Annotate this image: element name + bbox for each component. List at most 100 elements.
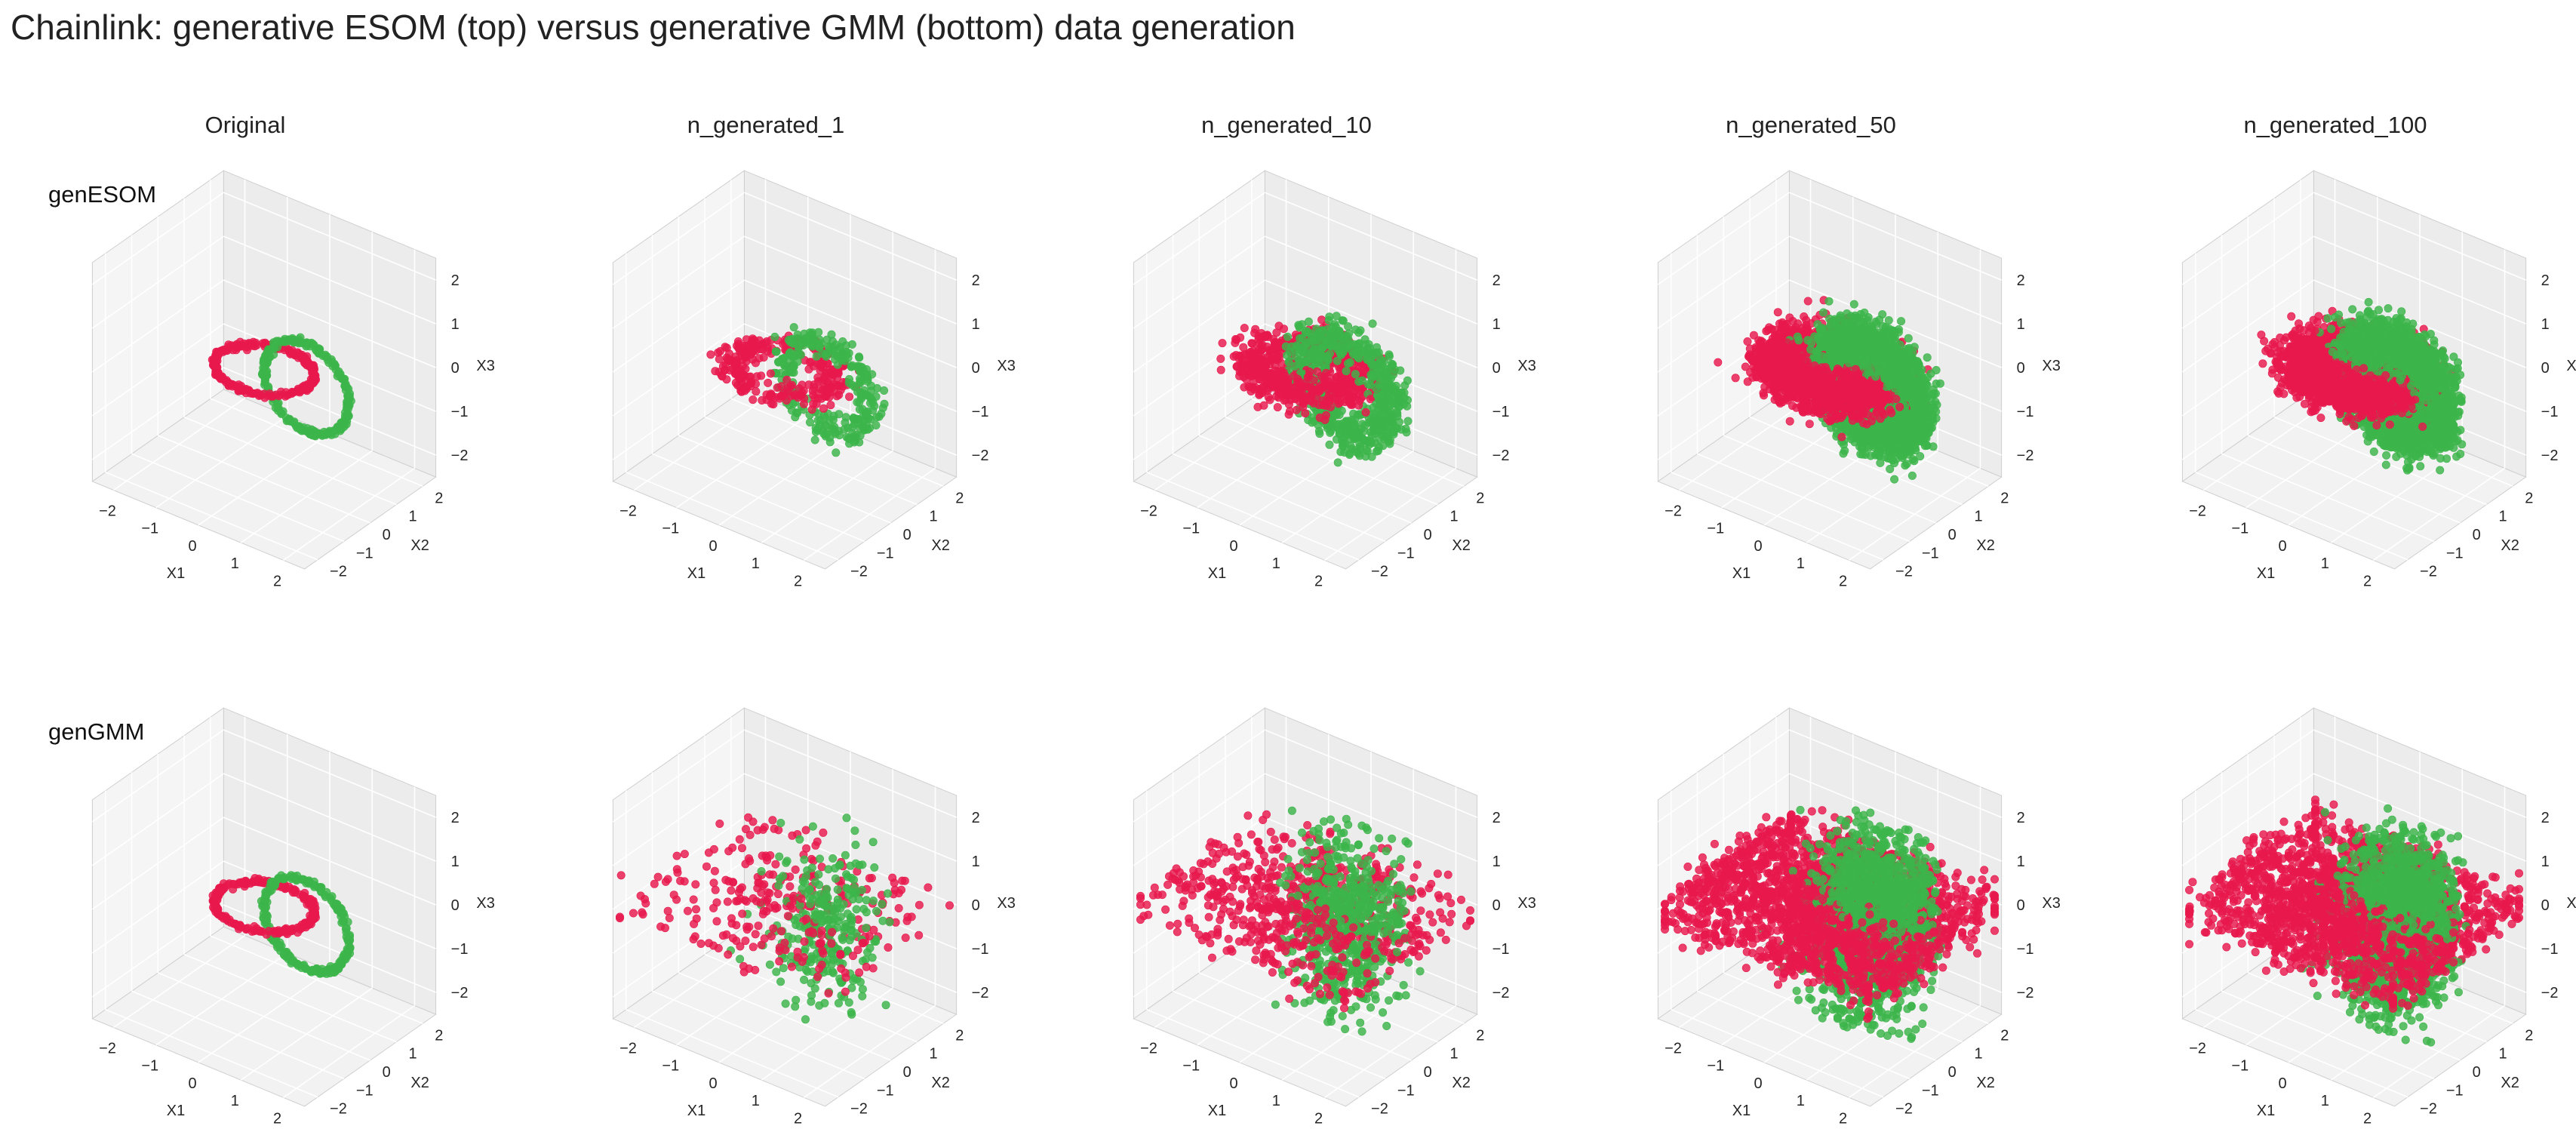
data-point-green — [323, 355, 332, 365]
grid-line — [1789, 192, 2002, 281]
data-point-red — [1323, 385, 1333, 394]
x-tick-label: 2 — [1314, 573, 1323, 589]
data-point-green — [814, 343, 823, 352]
data-point-red — [260, 393, 269, 402]
data-point-green — [1396, 395, 1405, 405]
data-point-green — [1366, 371, 1376, 380]
data-point-red — [274, 392, 283, 401]
data-point-green — [1356, 326, 1365, 335]
data-point-red — [1320, 415, 1329, 424]
data-point-green — [1379, 434, 1388, 443]
grid-line — [91, 279, 224, 373]
y-tick-label: 1 — [929, 509, 937, 525]
row-label-genesom: genESOM — [48, 180, 156, 210]
grid-line — [1265, 235, 1477, 325]
grid-line — [210, 398, 423, 488]
data-point-green — [859, 389, 868, 398]
y-tick-label: 1 — [408, 509, 417, 525]
x-axis-label: X1 — [1208, 565, 1226, 582]
z-tick-label: 1 — [451, 316, 460, 333]
data-point-green — [1794, 336, 1803, 345]
data-point-green — [813, 416, 822, 425]
data-point-red — [737, 351, 746, 360]
data-point-red — [1254, 369, 1263, 378]
x-tick-label: −2 — [1140, 503, 1157, 520]
z-axis-label: X3 — [476, 358, 494, 374]
data-point-red — [1361, 408, 1370, 417]
data-point-green — [1364, 340, 1373, 349]
data-point-red — [1778, 320, 1788, 329]
scatter-points — [706, 323, 889, 457]
column-title-n-generated-100: n_generated_100 — [2184, 110, 2486, 140]
data-point-green — [1374, 369, 1383, 378]
grid-line — [1789, 279, 2002, 368]
column-title-original: Original — [94, 110, 396, 140]
data-point-green — [805, 328, 814, 337]
data-point-green — [1827, 318, 1837, 328]
data-point-green — [1298, 334, 1307, 343]
data-point-green — [1345, 420, 1354, 429]
z-tick-label: 0 — [1492, 360, 1501, 377]
grid-line — [1723, 435, 1936, 524]
grid-line — [223, 235, 436, 325]
data-point-green — [872, 383, 881, 392]
data-point-green — [1297, 346, 1306, 355]
data-point-green — [819, 427, 828, 436]
data-point-green — [860, 371, 869, 380]
x-axis-label: X1 — [687, 565, 705, 582]
data-point-red — [1773, 308, 1782, 317]
data-point-green — [1284, 358, 1293, 367]
z-axis-label: X3 — [997, 358, 1015, 374]
data-point-red — [838, 382, 847, 391]
data-point-red — [1803, 297, 1812, 306]
grid-line — [761, 450, 893, 543]
data-point-red — [746, 382, 755, 391]
data-point-green — [1283, 332, 1292, 341]
grid-line — [1265, 192, 1477, 281]
data-point-green — [856, 377, 865, 386]
data-point-green — [1314, 328, 1323, 337]
z-tick-label: 2 — [972, 272, 980, 289]
data-point-red — [1216, 354, 1225, 363]
data-point-green — [858, 422, 867, 431]
data-point-green — [861, 408, 870, 417]
grid-line — [678, 435, 891, 524]
y-tick-label: −2 — [330, 564, 347, 580]
grid-line — [744, 192, 957, 281]
data-point-green — [260, 378, 269, 387]
data-point-green — [794, 346, 803, 355]
data-point-red — [287, 349, 296, 358]
data-point-green — [1329, 332, 1338, 341]
data-point-green — [1315, 429, 1324, 438]
y-tick-label: −2 — [1371, 564, 1388, 580]
data-point-red — [224, 380, 233, 389]
x-tick-label: −1 — [662, 521, 679, 537]
z-tick-label: −1 — [1492, 404, 1510, 420]
data-point-green — [1306, 335, 1315, 344]
grid-line — [223, 279, 436, 368]
data-point-red — [822, 390, 831, 399]
data-point-green — [1381, 377, 1390, 386]
data-point-green — [1389, 370, 1398, 379]
data-point-green — [847, 340, 856, 349]
data-point-green — [832, 448, 841, 457]
data-point-green — [830, 423, 839, 432]
data-point-red — [1326, 402, 1335, 411]
y-tick-label: 2 — [1476, 490, 1484, 506]
data-point-red — [1218, 339, 1227, 348]
data-point-green — [1341, 439, 1350, 448]
grid-line — [1225, 416, 1438, 506]
row-label-gengmm: genGMM — [48, 717, 144, 747]
data-point-green — [1325, 440, 1334, 449]
data-point-red — [819, 404, 828, 413]
data-point-green — [1354, 377, 1363, 386]
z-tick-label: 1 — [972, 316, 980, 333]
data-point-green — [1385, 439, 1394, 448]
x-tick-label: 0 — [1229, 538, 1237, 555]
x-tick-label: −1 — [141, 521, 158, 537]
data-point-green — [1363, 380, 1373, 389]
data-point-red — [1800, 312, 1809, 321]
data-point-green — [1283, 351, 1292, 360]
data-point-red — [769, 400, 778, 409]
